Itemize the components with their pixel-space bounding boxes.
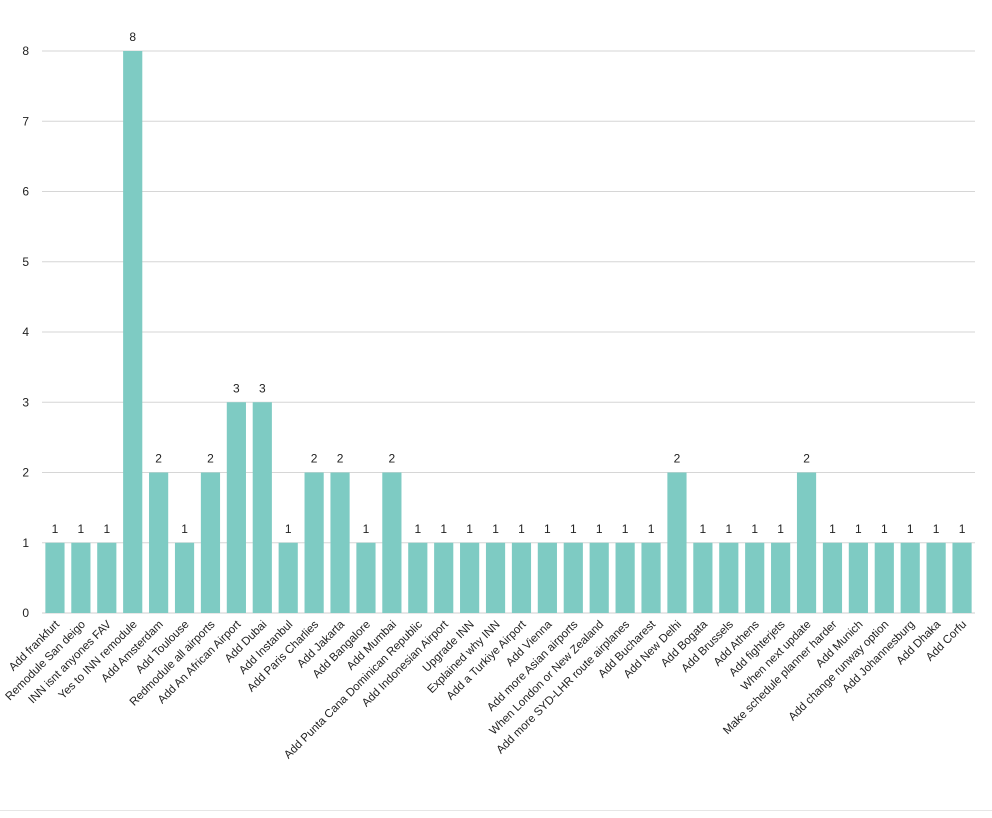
- bar: [278, 542, 298, 613]
- bar: [563, 542, 583, 613]
- data-labels: 1 1 1 8 2 1 2 3 3 1 2 2 1 2 1 1 1 1 1 1 1 1 1 1 2 1 1 1 1 2 1 1 1 1 1 1: [52, 30, 966, 536]
- y-tick-label: 6: [22, 185, 29, 199]
- data-label: 1: [648, 522, 655, 536]
- y-tick-label: 0: [22, 606, 29, 620]
- y-tick-label: 1: [22, 536, 29, 550]
- bar: [874, 542, 894, 613]
- bar: [589, 542, 609, 613]
- bar: [382, 472, 402, 613]
- data-label: 2: [337, 452, 344, 466]
- bar: [200, 472, 221, 613]
- data-label: 1: [959, 522, 966, 536]
- bar: [511, 542, 532, 613]
- bottom-divider: [0, 810, 992, 811]
- data-label: 3: [233, 381, 240, 395]
- bar: [71, 542, 91, 613]
- data-label: 1: [78, 522, 85, 536]
- data-label: 1: [181, 522, 188, 536]
- data-label: 2: [155, 452, 162, 466]
- bar: [667, 472, 687, 613]
- bar: [123, 51, 143, 613]
- bar: [900, 542, 920, 613]
- data-label: 1: [363, 522, 370, 536]
- data-label: 1: [285, 522, 292, 536]
- data-label: 1: [881, 522, 888, 536]
- data-label: 1: [570, 522, 577, 536]
- data-label: 3: [259, 381, 266, 395]
- data-label: 1: [518, 522, 525, 536]
- data-label: 2: [311, 452, 318, 466]
- data-label: 1: [777, 522, 784, 536]
- data-label: 1: [751, 522, 758, 536]
- data-label: 1: [492, 522, 499, 536]
- bar: [408, 542, 428, 613]
- bar: [537, 542, 557, 613]
- data-label: 2: [207, 452, 214, 466]
- bar: [304, 472, 324, 613]
- bars: [45, 51, 972, 613]
- bar: [252, 402, 272, 613]
- data-label: 1: [103, 522, 110, 536]
- y-axis-ticks: 0 1 2 3 4 5 6 7 8: [22, 44, 29, 620]
- data-label: 1: [52, 522, 59, 536]
- y-tick-label: 3: [22, 395, 29, 409]
- data-label: 8: [129, 30, 136, 44]
- bar: [848, 542, 868, 613]
- data-label: 1: [466, 522, 473, 536]
- data-label: 1: [622, 522, 629, 536]
- y-tick-label: 2: [22, 466, 29, 480]
- bar: [796, 472, 817, 613]
- bar: [719, 542, 739, 613]
- data-label: 1: [414, 522, 421, 536]
- bar: [226, 402, 246, 613]
- data-label: 2: [389, 452, 396, 466]
- data-label: 2: [803, 452, 810, 466]
- y-gridlines: [42, 50, 975, 614]
- data-label: 1: [700, 522, 707, 536]
- bar: [485, 542, 506, 613]
- data-label: 2: [674, 452, 681, 466]
- data-label: 1: [907, 522, 914, 536]
- bar: [615, 542, 635, 613]
- bar: [45, 542, 65, 613]
- bar: [693, 542, 713, 613]
- bar: [356, 542, 376, 613]
- y-tick-label: 7: [22, 114, 29, 128]
- bar: [745, 542, 765, 613]
- bar: [822, 542, 843, 613]
- bar: [174, 542, 195, 613]
- data-label: 1: [725, 522, 732, 536]
- data-label: 1: [855, 522, 862, 536]
- bar: [434, 542, 454, 613]
- bar: [149, 472, 169, 613]
- bar: [771, 542, 791, 613]
- bar: [952, 542, 972, 613]
- data-label: 1: [596, 522, 603, 536]
- y-tick-label: 8: [22, 44, 29, 58]
- y-tick-label: 5: [22, 255, 29, 269]
- data-label: 1: [829, 522, 836, 536]
- bar: [926, 542, 946, 613]
- bar: [97, 542, 117, 613]
- data-label: 1: [544, 522, 551, 536]
- bar: [460, 542, 480, 613]
- data-label: 1: [933, 522, 940, 536]
- bar: [330, 472, 350, 613]
- y-tick-label: 4: [22, 325, 29, 339]
- bar: [641, 542, 661, 613]
- data-label: 1: [440, 522, 447, 536]
